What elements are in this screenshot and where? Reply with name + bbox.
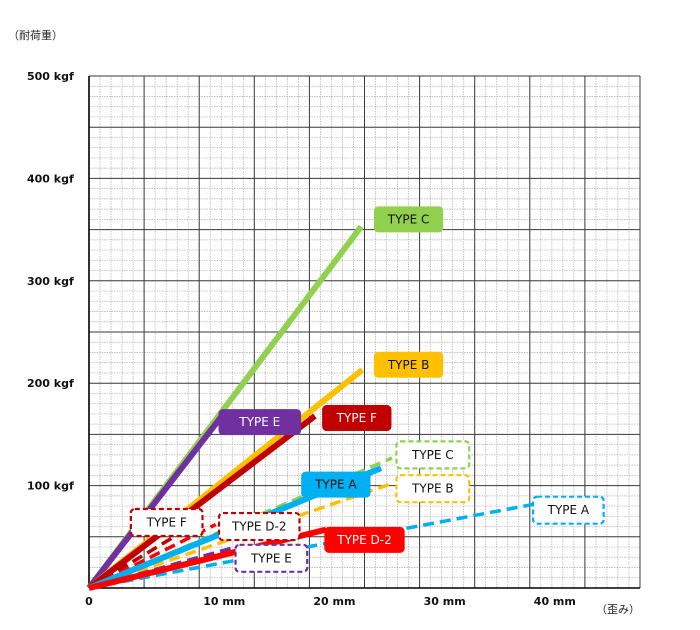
series-label-type-d-2-solid: TYPE D-2 [324,526,405,553]
series-label-box [234,543,309,573]
y-tick-label: 400 kgf [27,172,74,185]
series-labels: TYPE C TYPE B TYPE E TYPE F TYPE A TYPE D-2 TY… [129,206,605,573]
series-label-text: TYPE D-2 [336,533,392,547]
series-label-box [301,471,371,498]
series-label-text: TYPE A [547,503,590,517]
series-label-text: TYPE C [387,212,430,226]
series-line-type-f-solid [87,413,317,591]
x-tick-label: 40 mm [534,595,576,608]
series-line-type-a-dashed [88,502,536,590]
series-label-text: TYPE F [336,411,377,425]
series-line-type-e-solid [86,412,226,590]
series-label-type-d-2-dashed: TYPE D-2 [217,511,301,542]
x-tick-label: 20 mm [313,595,355,608]
series-label-box [373,351,444,378]
series-label-box [322,405,392,432]
y-axis-title: （耐荷重） [8,29,63,42]
y-tick-label: 300 kgf [27,275,74,288]
series-label-text: TYPE E [250,551,292,565]
series-label-text: TYPE E [238,415,280,429]
y-tick-label: 200 kgf [27,377,74,390]
series-label-type-e-solid: TYPE E [218,409,302,436]
series-label-type-c-solid: TYPE C [373,206,444,233]
series-label-type-a-dashed: TYPE A [532,495,605,525]
series-label-box [129,507,204,538]
x-tick-label: 0 [85,595,93,608]
y-tick-label: 500 kgf [27,70,74,83]
series-label-box [395,474,471,504]
series-label-text: TYPE A [314,478,357,492]
series-label-type-f-dashed: TYPE F [129,507,204,538]
series-label-type-c-dashed: TYPE C [395,440,471,470]
series-label-text: TYPE B [411,482,454,496]
series-label-text: TYPE F [146,515,187,529]
x-tick-label: 30 mm [424,595,466,608]
y-tick-label: 100 kgf [27,480,74,493]
series-label-type-f-solid: TYPE F [322,405,392,432]
series-label-text: TYPE D-2 [231,520,287,534]
series-label-type-e-dashed: TYPE E [234,543,309,573]
tick-labels: 0 10 mm 20 mm 30 mm 40 mm 100 kgf 200 kgf 300 k… [27,70,576,608]
series-label-box [532,495,605,525]
series-label-type-b-dashed: TYPE B [395,474,471,504]
series-label-box [217,511,301,542]
series-label-type-b-solid: TYPE B [373,351,444,378]
x-tick-label: 10 mm [203,595,245,608]
major-grid [88,75,641,589]
series-label-text: TYPE B [387,358,430,372]
series-label-box [218,409,302,436]
series-label-text: TYPE C [411,448,454,462]
x-axis-title: （歪み） [596,603,640,616]
series-label-type-a-solid: TYPE A [301,471,371,498]
series-label-box [373,206,444,233]
series-label-box [324,526,405,553]
series-label-box [395,440,471,470]
